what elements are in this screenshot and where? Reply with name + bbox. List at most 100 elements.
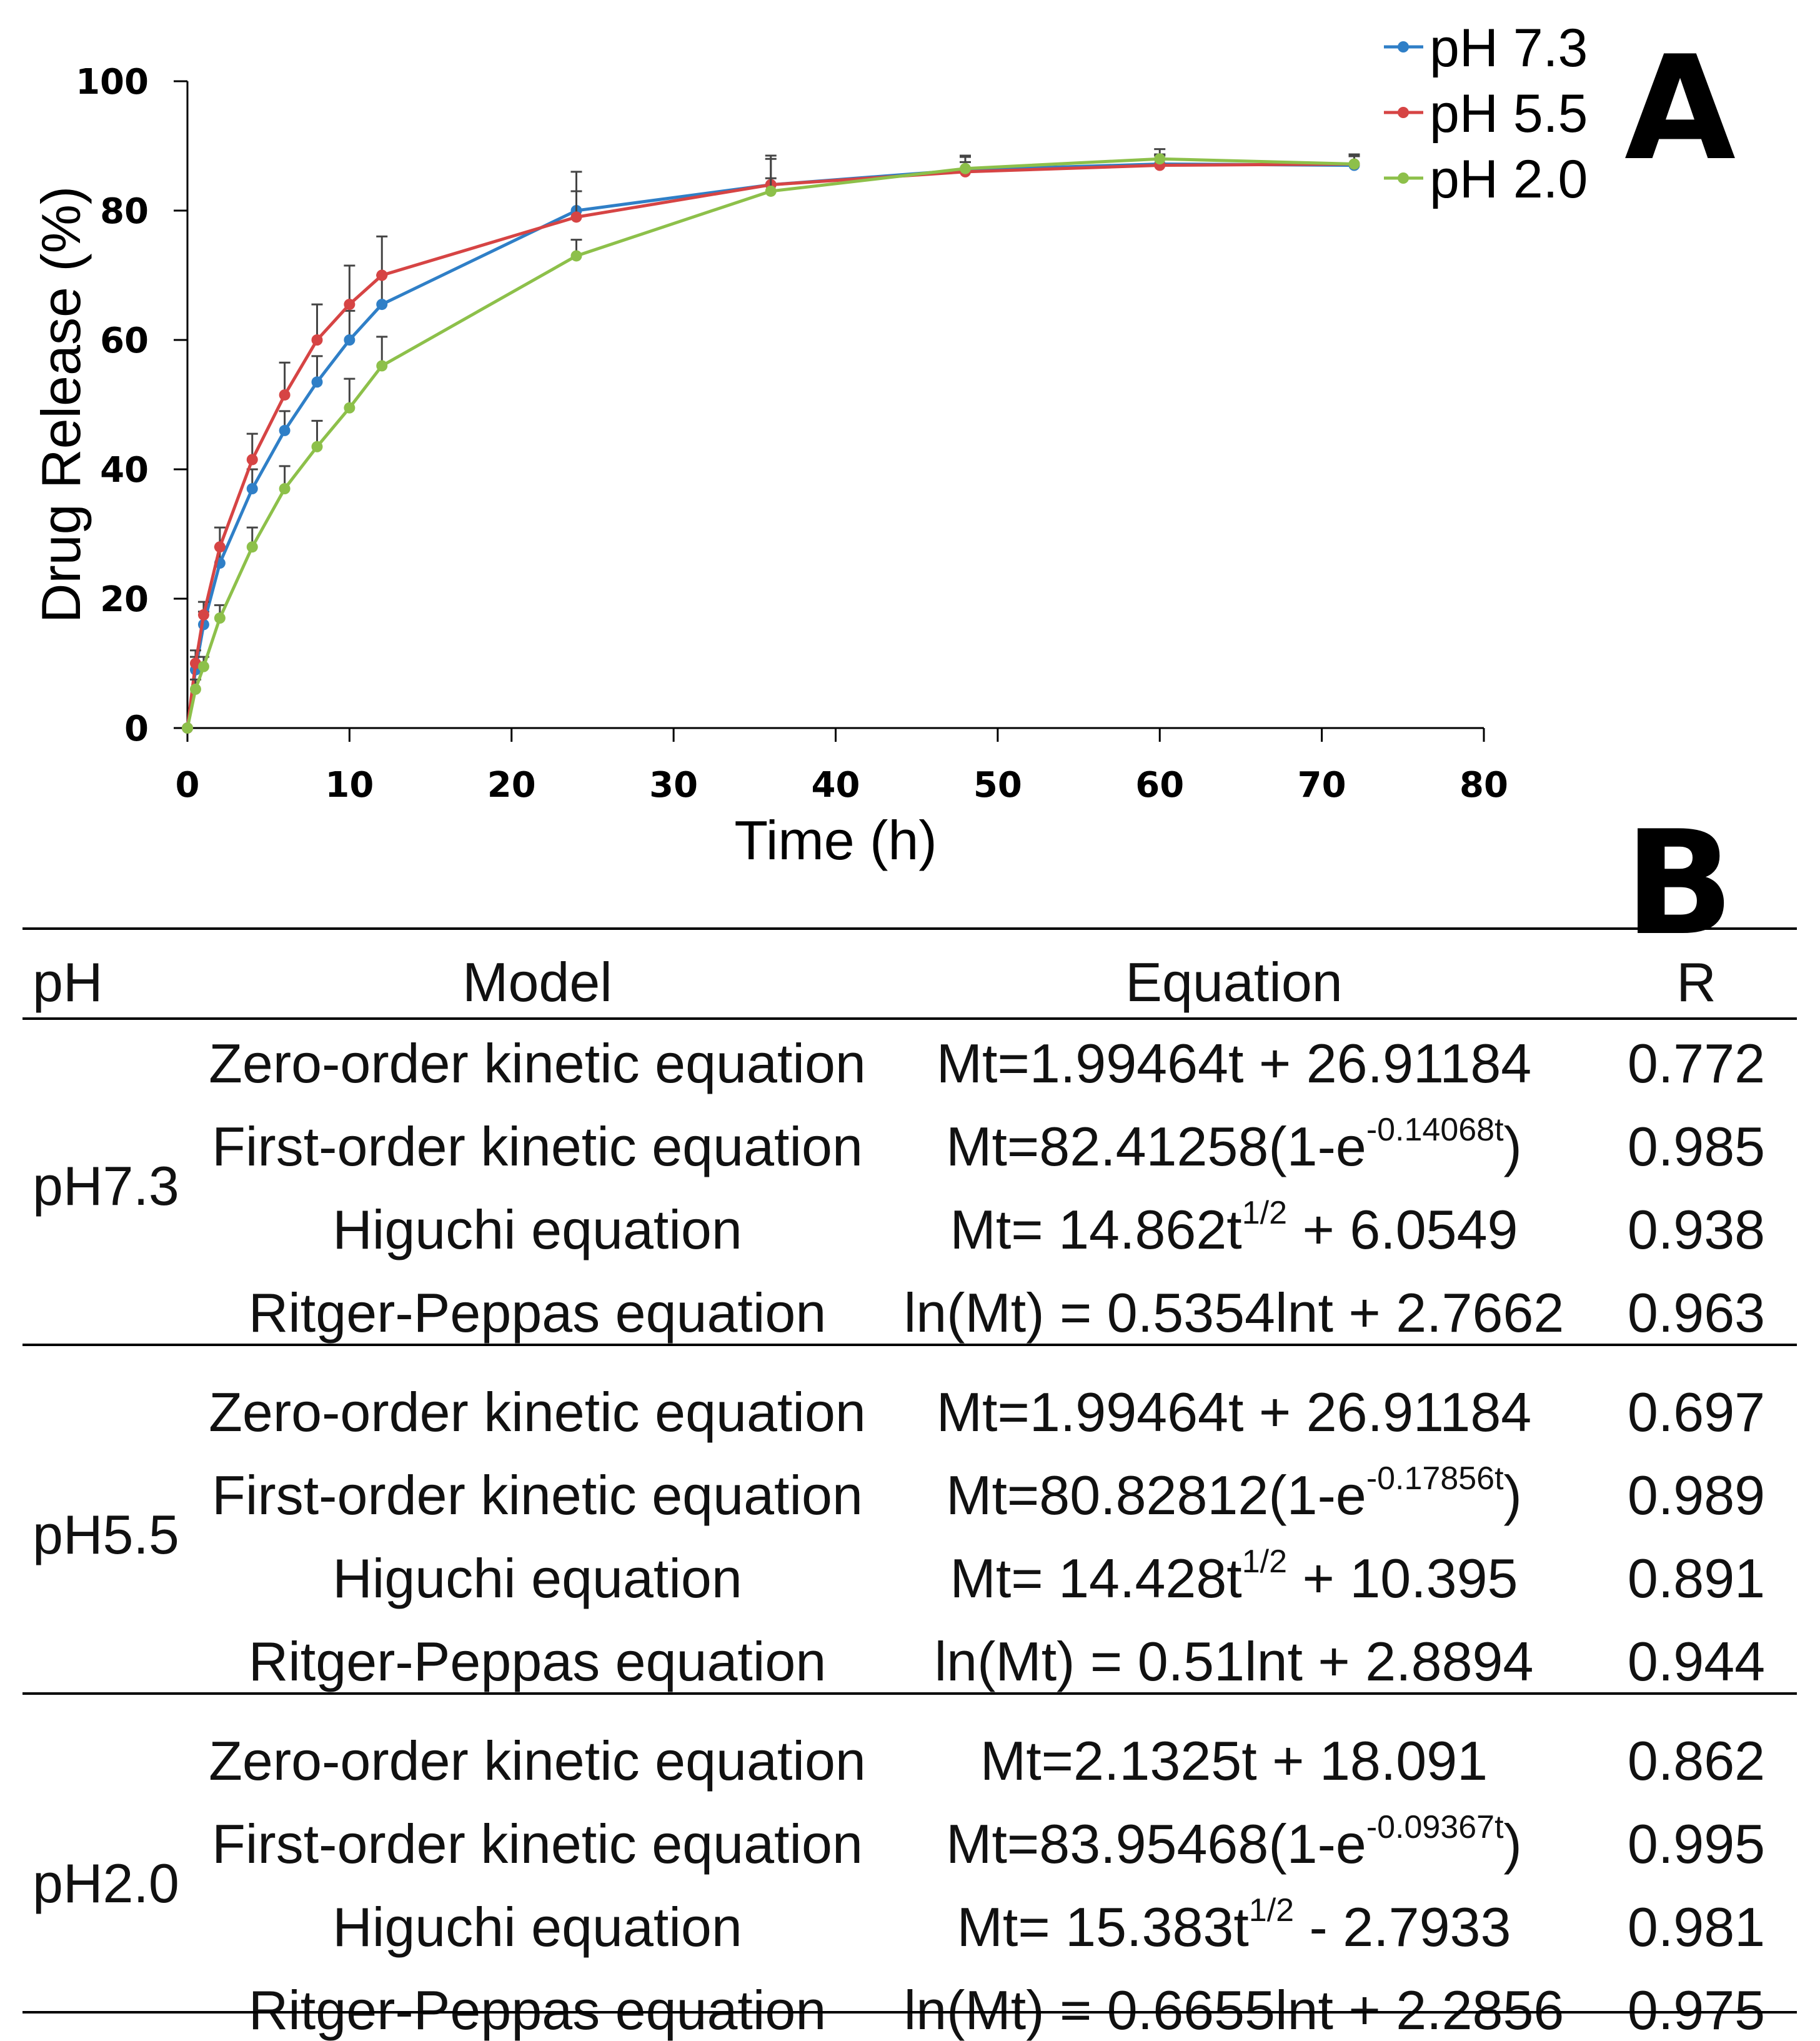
legend-marker xyxy=(1398,172,1409,184)
r-value-cell: 0.963 xyxy=(1627,1282,1766,1344)
series-line xyxy=(186,157,1355,729)
model-cell: Ritger-Peppas equation xyxy=(248,1630,827,1692)
equation-cell: Mt= 15.383t1/2 - 2.7933 xyxy=(957,1894,1511,1955)
r-value-cell: 0.944 xyxy=(1627,1630,1766,1692)
data-point xyxy=(279,424,291,436)
equation-main: Mt=80.82812(1-e xyxy=(946,1464,1366,1526)
equation-main: Mt=83.95468(1-e xyxy=(946,1813,1366,1875)
y-tick-label: 80 xyxy=(100,191,149,232)
equation-superscript: 1/2 xyxy=(1241,1195,1288,1231)
y-tick-label: 40 xyxy=(100,450,149,491)
x-tick-label: 0 xyxy=(176,765,200,806)
data-point xyxy=(246,541,258,553)
ph-group-label: pH2.0 xyxy=(32,1852,179,1914)
y-tick-label: 60 xyxy=(100,321,149,361)
release-chart: 0 20 40 60 80 100 0 10 20 30 40 50 60 70 80 Time (h) Dru… xyxy=(30,18,1588,871)
data-point xyxy=(376,299,388,311)
equation-cell: Mt=1.99464t + 26.91184 xyxy=(937,1385,1532,1440)
legend-marker xyxy=(1398,107,1409,118)
x-tick-label: 60 xyxy=(1135,765,1184,806)
series-pH-7_3 xyxy=(182,153,1360,734)
r-value-cell: 0.772 xyxy=(1627,1032,1766,1094)
data-point xyxy=(182,722,193,734)
ph-group-label: pH5.5 xyxy=(32,1504,179,1565)
data-point xyxy=(189,683,201,695)
equation-cell: Mt=82.41258(1-e-0.14068t) xyxy=(946,1114,1522,1174)
data-point xyxy=(311,376,323,388)
data-point xyxy=(311,334,323,346)
data-point xyxy=(570,250,582,262)
data-point xyxy=(214,541,226,553)
chart-legend: pH 7.3pH 5.5pH 2.0 xyxy=(1384,18,1588,209)
data-point xyxy=(1348,158,1360,170)
series-line xyxy=(186,162,1355,729)
equation-main: Mt=1.99464t + 26.91184 xyxy=(936,1032,1532,1094)
data-point xyxy=(279,483,291,495)
equation-main: Mt= 14.428t xyxy=(950,1547,1242,1609)
model-cell: Higuchi equation xyxy=(332,1199,742,1260)
header-ph: pH xyxy=(32,951,103,1013)
equation-main: Mt= 15.383t xyxy=(957,1896,1249,1958)
model-cell: Ritger-Peppas equation xyxy=(248,1979,827,2041)
model-cell: First-order kinetic equation xyxy=(212,1813,863,1875)
equation-tail: ) xyxy=(1503,1115,1522,1177)
equation-cell: Mt=2.1325t + 18.091 xyxy=(980,1734,1488,1789)
series-pH-2_0 xyxy=(182,148,1360,734)
equation-tail: + 6.0549 xyxy=(1287,1199,1518,1260)
equation-main: Mt=2.1325t + 18.091 xyxy=(980,1730,1488,1792)
series-line xyxy=(186,162,1355,729)
equation-superscript: 1/2 xyxy=(1241,1544,1288,1580)
equation-main: ln(Mt) = 0.5354lnt + 2.7662 xyxy=(903,1282,1564,1344)
equation-tail: + 10.395 xyxy=(1287,1547,1518,1609)
equation-superscript: 1/2 xyxy=(1248,1892,1295,1929)
equation-cell: Mt=80.82812(1-e-0.17856t) xyxy=(946,1462,1522,1523)
legend-marker xyxy=(1398,41,1409,52)
data-point xyxy=(376,269,388,281)
equation-main: Mt=82.41258(1-e xyxy=(946,1115,1366,1177)
r-value-cell: 0.862 xyxy=(1627,1730,1766,1792)
chart-series xyxy=(182,148,1360,734)
series-pH-5_5 xyxy=(182,154,1360,734)
data-point xyxy=(246,483,258,495)
legend-label: pH 2.0 xyxy=(1430,149,1588,209)
equation-main: Mt= 14.862t xyxy=(950,1199,1242,1260)
r-value-cell: 0.697 xyxy=(1627,1381,1766,1443)
r-value-cell: 0.985 xyxy=(1627,1115,1766,1177)
equation-cell: ln(Mt) = 0.5354lnt + 2.7662 xyxy=(904,1285,1564,1340)
model-cell: First-order kinetic equation xyxy=(212,1115,863,1177)
x-tick-label: 50 xyxy=(973,765,1022,806)
r-value-cell: 0.989 xyxy=(1627,1464,1766,1526)
data-point xyxy=(311,441,323,452)
legend-label: pH 5.5 xyxy=(1430,84,1588,144)
table-bottom-rule xyxy=(22,2011,1797,2014)
equation-cell: Mt=83.95468(1-e-0.09367t) xyxy=(946,1811,1522,1872)
r-value-cell: 0.981 xyxy=(1627,1896,1766,1958)
data-point xyxy=(344,334,356,346)
model-cell: Zero-order kinetic equation xyxy=(209,1730,866,1792)
equation-main: ln(Mt) = 0.6655lnt + 2.2856 xyxy=(903,1979,1564,2041)
r-value-cell: 0.891 xyxy=(1627,1547,1766,1609)
r-value-cell: 0.995 xyxy=(1627,1813,1766,1875)
header-rule xyxy=(22,1017,1797,1020)
data-point xyxy=(376,360,388,372)
chart-axes: 0 20 40 60 80 100 0 10 20 30 40 50 60 70 80 Time (h) Dru… xyxy=(30,62,1508,871)
y-tick-label: 0 xyxy=(124,709,149,749)
equation-superscript: -0.14068t xyxy=(1366,1112,1504,1148)
panel-label-a: A xyxy=(1624,26,1736,192)
equation-tail: - 2.7933 xyxy=(1294,1896,1511,1958)
ph-group-label: pH7.3 xyxy=(32,1155,179,1217)
y-tick-label: 100 xyxy=(76,62,149,102)
legend-label: pH 7.3 xyxy=(1430,18,1588,78)
data-point xyxy=(197,609,209,621)
equation-superscript: -0.09367t xyxy=(1366,1809,1504,1845)
x-tick-label: 30 xyxy=(649,765,698,806)
model-cell: Ritger-Peppas equation xyxy=(248,1282,827,1344)
equation-superscript: -0.17856t xyxy=(1366,1460,1504,1497)
equation-main: ln(Mt) = 0.51lnt + 2.8894 xyxy=(934,1630,1534,1692)
data-point xyxy=(246,454,258,466)
data-point xyxy=(344,402,356,414)
group-separator-rule xyxy=(22,1692,1797,1695)
panel-label-b: B xyxy=(1624,801,1734,967)
equation-cell: Mt=1.99464t + 26.91184 xyxy=(937,1036,1532,1091)
header-model: Model xyxy=(462,951,612,1013)
